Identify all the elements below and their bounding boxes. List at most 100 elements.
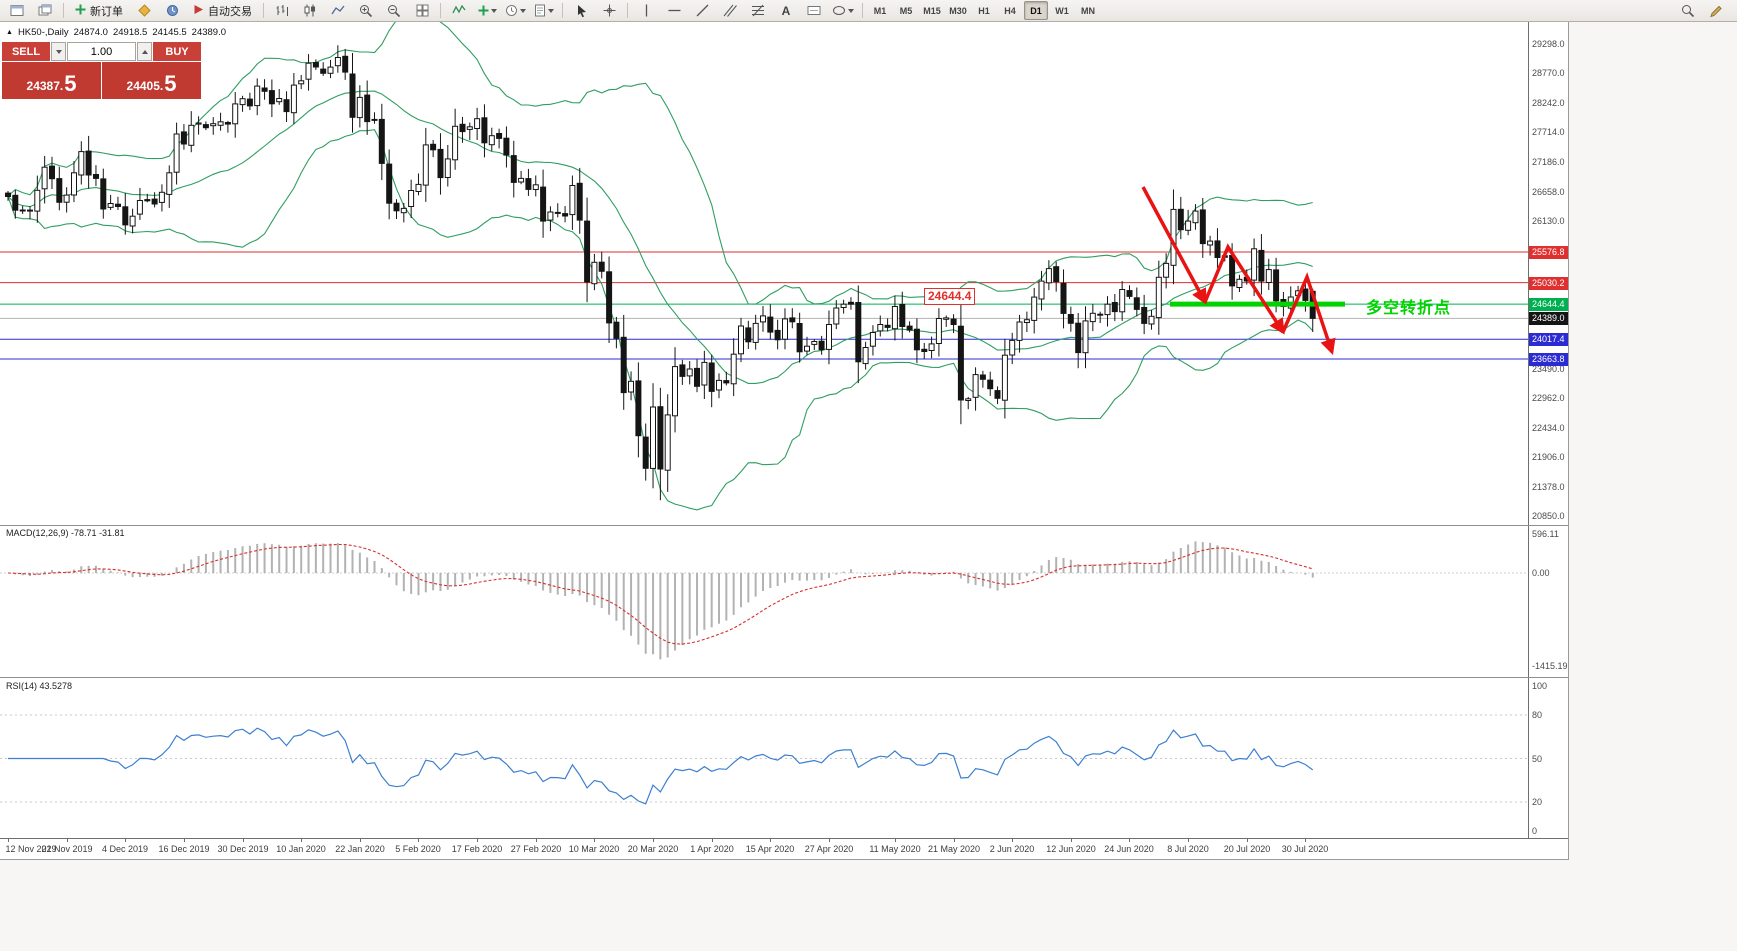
date-tick-label: 27 Apr 2020: [804, 844, 854, 854]
toolbar-separator: [862, 3, 863, 18]
time-axis[interactable]: 12 Nov 2019 22 Nov 2019 4 Dec 2019 16 Dec 2…: [0, 838, 1568, 859]
chart-window[interactable]: ▲ HK50-,Daily 24874.0 24918.5 24145.5 24…: [0, 22, 1569, 860]
indicators-icon[interactable]: [446, 1, 472, 21]
buy-price[interactable]: 24405. 5: [102, 62, 201, 99]
date-tick-label: 5 Feb 2020: [395, 844, 441, 854]
vertical-line-tool-icon[interactable]: [633, 1, 659, 21]
profiles-icon[interactable]: [32, 1, 58, 21]
candles: [5, 45, 1316, 501]
zoom-out-icon[interactable]: [381, 1, 407, 21]
price-tick-label: 26658.0: [1532, 187, 1565, 197]
timeframe-d1[interactable]: D1: [1024, 1, 1048, 20]
trend-arrow[interactable]: [1281, 272, 1336, 355]
shapes-dropdown[interactable]: [829, 1, 857, 21]
trend-arrow[interactable]: [1141, 186, 1207, 305]
timeframe-m1[interactable]: M1: [873, 5, 887, 16]
date-tick-mark: [895, 839, 896, 842]
date-tick-mark: [1247, 839, 1248, 842]
date-tick-mark: [829, 839, 830, 842]
buy-price-big: 5: [164, 71, 177, 96]
date-tick-label: 2 Jun 2020: [989, 844, 1035, 854]
fibonacci-tool-icon[interactable]: [745, 1, 771, 21]
add-indicator-dropdown[interactable]: [474, 1, 500, 21]
sell-price[interactable]: 24387. 5: [2, 62, 101, 99]
price-callout-label[interactable]: 24644.4: [924, 288, 976, 305]
date-tick-label: 30 Dec 2019: [217, 844, 269, 854]
timeframe-m5[interactable]: M5: [899, 5, 913, 16]
date-tick-mark: [360, 839, 361, 842]
cursor-icon[interactable]: [568, 1, 594, 21]
sell-price-small: 24387.: [26, 79, 64, 93]
macd-signal-line: [7, 543, 1313, 645]
horizontal-line-tool-icon[interactable]: [661, 1, 687, 21]
date-tick-mark: [243, 839, 244, 842]
bar-chart-type-icon[interactable]: [269, 1, 295, 21]
trend-arrow[interactable]: [1203, 243, 1285, 335]
date-tick-label: 10 Mar 2020: [568, 844, 620, 854]
sell-button[interactable]: SELL: [2, 42, 50, 61]
date-tick-label: 4 Dec 2019: [101, 844, 149, 854]
timeframe-mn[interactable]: MN: [1081, 5, 1095, 16]
trendline-tool-icon[interactable]: [689, 1, 715, 21]
date-tick-mark: [770, 839, 771, 842]
date-tick-mark: [536, 839, 537, 842]
chevron-down-icon: [490, 8, 497, 13]
price-level-label: 24644.4: [1529, 298, 1568, 311]
search-icon[interactable]: [1675, 1, 1701, 21]
date-tick-label: 1 Apr 2020: [690, 844, 734, 854]
price-tick-label: 22962.0: [1532, 393, 1565, 403]
auto-trading-button[interactable]: 自动交易: [187, 2, 258, 20]
turning-point-text[interactable]: 多空转折点: [1366, 300, 1452, 317]
price-tick-label: 28242.0: [1532, 98, 1565, 108]
date-tick-mark: [1188, 839, 1189, 842]
label-tool-icon[interactable]: [801, 1, 827, 21]
macd-canvas[interactable]: [0, 526, 1528, 677]
date-tick-mark: [1071, 839, 1072, 842]
ohlc-high: 24918.5: [112, 27, 148, 38]
edit-pencil-icon[interactable]: [1703, 1, 1729, 21]
new-order-button[interactable]: 新订单: [69, 2, 129, 20]
ohlc-close: 24389.0: [191, 27, 226, 38]
price-tick-label: 20850.0: [1532, 511, 1565, 521]
timeframe-w1[interactable]: W1: [1055, 5, 1069, 16]
date-tick-label: 20 Mar 2020: [627, 844, 679, 854]
market-watch-icon[interactable]: [159, 1, 185, 21]
pane-separator[interactable]: [0, 525, 1568, 526]
chevron-down-icon: [848, 8, 854, 13]
rsi-canvas[interactable]: [0, 678, 1528, 838]
text-tool-icon[interactable]: A: [781, 3, 791, 18]
price-level-label-current: 24389.0: [1529, 312, 1568, 325]
price-tick-label: 21906.0: [1532, 452, 1565, 462]
main-chart-canvas[interactable]: [0, 22, 1528, 525]
line-chart-type-icon[interactable]: [325, 1, 351, 21]
timeframe-m30[interactable]: M30: [949, 5, 967, 16]
date-tick-mark: [125, 839, 126, 842]
candlestick-chart-type-icon[interactable]: [297, 1, 323, 21]
buy-button[interactable]: BUY: [153, 42, 201, 61]
date-tick-mark: [1305, 839, 1306, 842]
timeframe-m15[interactable]: M15: [923, 5, 941, 16]
volume-increase-button[interactable]: [137, 42, 152, 61]
metaeditor-icon[interactable]: [131, 1, 157, 21]
zoom-in-icon[interactable]: [353, 1, 379, 21]
channel-tool-icon[interactable]: [717, 1, 743, 21]
date-tick-label: 20 Jul 2020: [1223, 844, 1271, 854]
toolbar: 新订单 自动交易: [0, 0, 1737, 22]
drawn-annotations[interactable]: [1141, 186, 1345, 355]
price-tick-label: 23490.0: [1532, 364, 1565, 374]
new-chart-icon[interactable]: [4, 1, 30, 21]
tile-windows-icon[interactable]: [409, 1, 435, 21]
crosshair-icon[interactable]: [596, 1, 622, 21]
rsi-tick-label: 0: [1532, 826, 1538, 836]
panel-toggle-icon[interactable]: ▲: [6, 29, 13, 36]
timeframe-h1[interactable]: H1: [978, 5, 990, 16]
price-axis[interactable]: 29298.0 28770.0 28242.0 27714.0 27186.0 26658…: [1528, 22, 1568, 838]
templates-dropdown[interactable]: [531, 1, 557, 21]
periods-dropdown[interactable]: [502, 1, 529, 21]
timeframe-h4[interactable]: H4: [1004, 5, 1016, 16]
volume-input[interactable]: [67, 42, 136, 61]
rsi-tick-label: 100: [1532, 681, 1548, 691]
pane-separator[interactable]: [0, 677, 1568, 678]
volume-decrease-button[interactable]: [51, 42, 66, 61]
date-tick-label: 12 Jun 2020: [1046, 844, 1096, 854]
